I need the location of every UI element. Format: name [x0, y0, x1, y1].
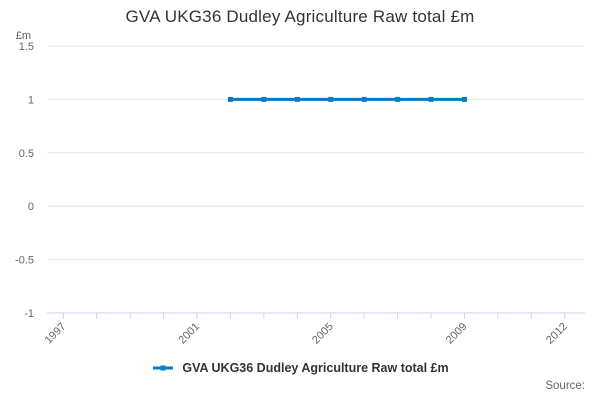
series-marker: [361, 96, 367, 102]
series-marker: [428, 96, 434, 102]
y-axis-tick-label: 0.5: [19, 148, 34, 160]
series-marker: [461, 96, 467, 102]
chart-title: GVA UKG36 Dudley Agriculture Raw total £…: [125, 7, 475, 26]
y-axis-tick-label: -1: [24, 308, 34, 320]
source-credit: Source:: [545, 380, 585, 392]
series-marker: [227, 96, 233, 102]
legend-item[interactable]: GVA UKG36 Dudley Agriculture Raw total £…: [0, 358, 600, 378]
series-marker: [395, 96, 401, 102]
x-axis-tick-label: 1997: [43, 321, 69, 347]
series-marker: [261, 96, 267, 102]
series-marker: [328, 96, 334, 102]
y-axis-tick-label: 1.5: [19, 41, 34, 53]
legend-label: GVA UKG36 Dudley Agriculture Raw total £…: [182, 361, 449, 375]
y-axis-unit-label: £m: [16, 30, 31, 42]
x-axis-tick-label: 2005: [310, 321, 336, 347]
legend-series-icon: [153, 365, 174, 371]
x-axis-tick-label: 2009: [444, 321, 470, 347]
y-axis-tick-label: 1: [28, 94, 34, 106]
x-axis-tick-label: 2001: [176, 321, 202, 347]
series-marker: [294, 96, 300, 102]
y-axis-tick-label: 0: [28, 201, 34, 213]
x-axis-tick-label: 2012: [544, 321, 570, 347]
y-axis-tick-label: -0.5: [15, 255, 34, 267]
legend-marker-icon: [160, 365, 166, 371]
